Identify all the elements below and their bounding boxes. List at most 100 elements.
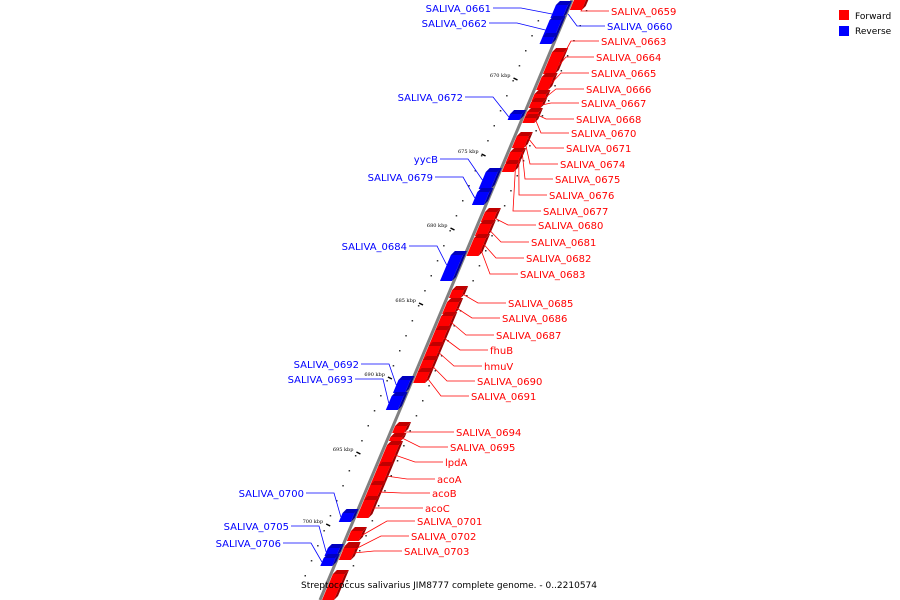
leader-line [409, 245, 448, 266]
gene-label-forward: SALIVA_0666 [586, 85, 651, 96]
gene-block [413, 372, 430, 383]
minor-tick [396, 460, 399, 462]
leader-line [557, 56, 594, 67]
minor-tick [491, 235, 493, 237]
leader-line [353, 550, 402, 554]
minor-tick [352, 565, 355, 567]
gene-label-forward: SALIVA_0670 [571, 129, 636, 140]
gene-block [385, 396, 404, 410]
gene-block-facet [477, 188, 494, 192]
gene-block-facet [479, 220, 496, 224]
leader-line [525, 143, 558, 165]
minor-tick [485, 250, 487, 252]
leader-line [560, 40, 599, 61]
gene-block [388, 437, 403, 441]
leader-line [483, 243, 524, 259]
gene-label-reverse: SALIVA_0705 [224, 522, 289, 533]
gene-label-reverse: yycB [414, 155, 438, 166]
leader-line [494, 217, 536, 226]
minor-tick [468, 185, 470, 187]
gene-block-side [540, 98, 548, 108]
gene-block-facet [398, 376, 415, 380]
legend: Forward Reverse [839, 10, 892, 37]
gene-label-forward: SALIVA_0701 [417, 517, 482, 528]
leader-line [489, 229, 529, 243]
tick-mark [356, 451, 361, 455]
leader-line [291, 525, 327, 553]
gene-block-side [523, 132, 533, 148]
gene-label-forward: SALIVA_0668 [576, 115, 641, 126]
gene-label-reverse: SALIVA_0693 [288, 375, 353, 386]
gene-block-facet [526, 108, 543, 112]
gene-block-side [581, 0, 589, 10]
gene-block-facet [505, 160, 522, 164]
leader-line [493, 7, 553, 15]
gene-block [569, 0, 586, 10]
gene-features [320, 0, 589, 600]
gene-label-forward: SALIVA_0690 [477, 377, 542, 388]
minor-tick [497, 220, 500, 222]
leader-line [355, 378, 390, 404]
minor-tick [462, 200, 464, 202]
gene-block-side [490, 168, 502, 189]
gene-label-forward: SALIVA_0691 [471, 392, 536, 403]
leader-line [401, 437, 448, 448]
leader-line [426, 377, 469, 397]
genome-backbone [318, 0, 574, 600]
tick-mark [387, 376, 393, 380]
gene-block-facet [474, 234, 491, 238]
leader-line [443, 337, 488, 351]
tick-mark [481, 153, 486, 157]
gene-block-facet [327, 544, 344, 548]
gene-label-forward: SALIVA_0685 [508, 299, 573, 310]
minor-tick [453, 325, 455, 327]
gene-block [346, 531, 363, 541]
gene-block [539, 37, 555, 44]
leader-line [580, 5, 609, 12]
gene-block [378, 445, 400, 466]
minor-tick [323, 530, 325, 532]
gene-label-reverse: SALIVA_0700 [239, 489, 304, 500]
minor-tick [535, 130, 537, 132]
gene-block-side [447, 312, 458, 330]
leader-line [361, 363, 397, 386]
gene-block [522, 118, 537, 123]
gene-label-reverse: SALIVA_0692 [294, 360, 359, 371]
gene-block-side [451, 251, 467, 281]
minor-tick [541, 115, 544, 117]
minor-tick [346, 580, 348, 582]
minor-tick [493, 125, 495, 127]
minor-tick [377, 505, 380, 507]
minor-tick [472, 280, 474, 282]
leader-line [465, 96, 510, 118]
minor-tick [342, 485, 344, 487]
gene-block [478, 172, 498, 189]
minor-tick [434, 370, 437, 372]
minor-tick [474, 170, 477, 172]
gene-block [442, 302, 460, 314]
minor-tick [478, 265, 481, 267]
leader-line [306, 492, 342, 518]
gene-block-side [460, 286, 469, 298]
minor-tick [359, 550, 361, 552]
minor-tick [503, 205, 506, 207]
minor-tick [411, 320, 414, 322]
gene-label-reverse: SALIVA_0662 [422, 19, 487, 30]
gene-block [480, 212, 497, 222]
legend-forward-swatch [839, 10, 849, 20]
minor-tick [525, 50, 527, 52]
minor-tick [499, 110, 502, 112]
gene-block [471, 192, 490, 205]
minor-tick [409, 430, 411, 432]
gene-block-facet [343, 544, 360, 548]
gene-block-side [440, 326, 452, 346]
gene-block [392, 380, 411, 393]
gene-block-side [336, 544, 344, 556]
minor-tick [380, 395, 382, 397]
gene-block-side [554, 16, 566, 37]
minor-tick [348, 470, 351, 472]
tick-mark [513, 77, 518, 81]
tick-label: 675 kbp [458, 149, 479, 155]
gene-block-side [397, 392, 408, 410]
gene-block-side [486, 220, 496, 236]
